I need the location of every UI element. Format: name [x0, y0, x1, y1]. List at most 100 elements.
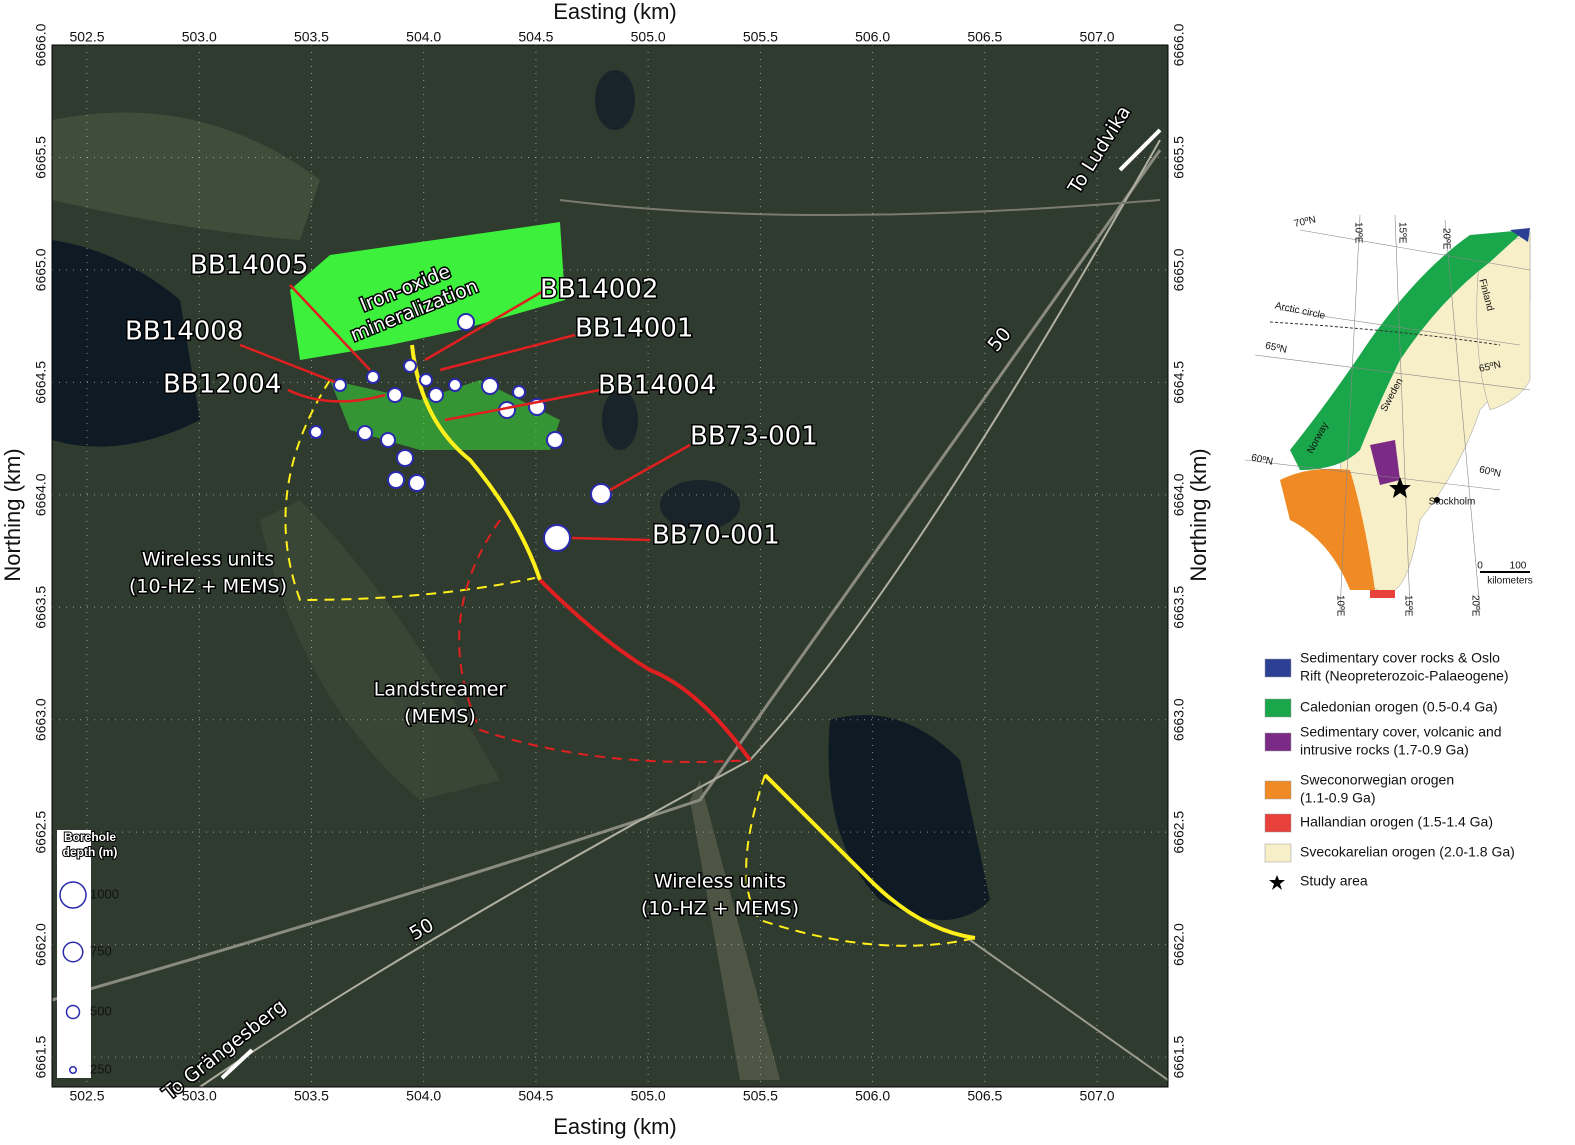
x-tick-label: 506.5	[967, 29, 1002, 45]
inset-label: 20ºE	[1469, 595, 1480, 617]
x-tick-label: 503.5	[294, 29, 329, 45]
depth-legend-label: 500	[90, 1003, 112, 1018]
y-tick-label: 6663.0	[1171, 698, 1187, 741]
y-tick-label: 6662.5	[33, 811, 49, 854]
y-tick-label: 6665.0	[1171, 248, 1187, 291]
y-tick-label: 6664.0	[33, 473, 49, 516]
y-tick-label: 6663.5	[33, 586, 49, 629]
survey-label: Landstreamer	[374, 679, 507, 701]
x-tick-label: 504.5	[518, 29, 553, 45]
legend-swatch	[1264, 698, 1292, 718]
x-tick-label: 505.0	[631, 1088, 666, 1104]
inset-label: 15ºE	[1396, 222, 1407, 244]
x-tick-label: 503.0	[182, 1088, 217, 1104]
mineralization-area	[290, 222, 565, 360]
satellite-image	[51, 45, 1169, 1088]
borehole-label: BB14008	[125, 317, 243, 347]
inset-label: 70ºN	[1293, 214, 1317, 229]
y-axis-title: Northing (km)	[1186, 448, 1211, 581]
inset-label: 10ºE	[1352, 222, 1363, 244]
legend-label: Rift (Neopreterozoic-Palaeogene)	[1300, 668, 1509, 684]
survey-label: (10-HZ + MEMS)	[641, 898, 799, 920]
x-tick-label: 506.0	[855, 1088, 890, 1104]
x-tick-label: 505.0	[631, 29, 666, 45]
depth-legend-title: Borehole	[64, 830, 116, 844]
inset-label: 60ºN	[1478, 464, 1502, 479]
x-tick-label: 506.5	[967, 1088, 1002, 1104]
inset-label: 15ºE	[1402, 595, 1413, 617]
inset-label: 20ºE	[1440, 228, 1451, 250]
borehole-label: BB14004	[598, 371, 716, 401]
borehole-label: BB14002	[540, 275, 658, 305]
y-tick-label: 6662.5	[1171, 811, 1187, 854]
x-tick-label: 507.0	[1080, 1088, 1115, 1104]
legend-label: Sweconorwegian orogen	[1300, 772, 1454, 788]
y-tick-label: 6662.0	[1171, 923, 1187, 966]
y-tick-label: 6663.0	[33, 698, 49, 741]
depth-legend-label: 250	[90, 1061, 112, 1076]
depth-legend-label: 1000	[90, 886, 119, 901]
depth-legend-circle	[69, 1066, 77, 1074]
x-tick-label: 505.5	[743, 1088, 778, 1104]
legend-star	[1269, 875, 1285, 890]
inset-label: 65ºN	[1478, 359, 1502, 374]
scale-label: 0	[1477, 561, 1483, 572]
legend-label: Hallandian orogen (1.5-1.4 Ga)	[1300, 814, 1493, 830]
survey-label: Wireless units	[654, 871, 786, 893]
y-tick-label: 6665.5	[1171, 136, 1187, 179]
depth-legend-circle	[65, 1004, 81, 1020]
depth-legend-circle	[59, 881, 87, 909]
legend-swatch	[1264, 780, 1292, 800]
legend-swatch	[1264, 732, 1292, 752]
inset-label: Arctic circle	[1274, 300, 1327, 321]
x-axis-title: Easting (km)	[553, 1114, 676, 1139]
x-tick-label: 504.0	[406, 1088, 441, 1104]
survey-label: (10-HZ + MEMS)	[129, 576, 287, 598]
y-tick-label: 6664.5	[1171, 361, 1187, 404]
map-frame	[51, 44, 1169, 1088]
legend-swatch	[1264, 813, 1292, 833]
x-tick-label: 502.5	[69, 1088, 104, 1104]
inset-label: Stockholm	[1429, 497, 1476, 508]
legend-label: Svecokarelian orogen (2.0-1.8 Ga)	[1300, 844, 1515, 860]
scale-label: kilometers	[1487, 576, 1533, 587]
depth-legend-circle	[62, 941, 84, 963]
legend-label: Sedimentary cover rocks & Oslo	[1300, 650, 1500, 666]
borehole-markers	[309, 313, 612, 552]
y-tick-label: 6663.5	[1171, 586, 1187, 629]
x-tick-label: 504.0	[406, 29, 441, 45]
borehole-label: BB70-001	[652, 521, 780, 551]
y-tick-label: 6662.0	[33, 923, 49, 966]
x-tick-label: 502.5	[69, 29, 104, 45]
y-tick-label: 6664.0	[1171, 473, 1187, 516]
x-tick-label: 503.0	[182, 29, 217, 45]
y-tick-label: 6666.0	[33, 23, 49, 66]
legend-swatch	[1264, 843, 1292, 863]
survey-label: Wireless units	[142, 549, 274, 571]
x-axis-title: Easting (km)	[553, 0, 676, 24]
y-tick-label: 6661.5	[33, 1035, 49, 1078]
y-tick-label: 6661.5	[1171, 1035, 1187, 1078]
survey-label: (MEMS)	[404, 706, 476, 728]
y-tick-label: 6666.0	[1171, 23, 1187, 66]
legend-label: intrusive rocks (1.7-0.9 Ga)	[1300, 742, 1469, 758]
x-tick-label: 504.5	[518, 1088, 553, 1104]
depth-legend-label: 750	[90, 943, 112, 958]
legend-label: (1.1-0.9 Ga)	[1300, 790, 1375, 806]
borehole-label: BB14005	[190, 251, 308, 281]
x-tick-label: 506.0	[855, 29, 890, 45]
inset-label: 65ºN	[1264, 340, 1288, 355]
legend-swatch	[1264, 658, 1292, 678]
inset-label: 10ºE	[1334, 595, 1345, 617]
depth-legend-title: depth (m)	[63, 845, 118, 859]
y-tick-label: 6665.0	[33, 248, 49, 291]
y-tick-label: 6665.5	[33, 136, 49, 179]
inset-map	[1244, 214, 1531, 611]
x-tick-label: 507.0	[1080, 29, 1115, 45]
scale-label: 100	[1510, 561, 1527, 572]
borehole-label: BB12004	[163, 370, 281, 400]
arrows	[220, 128, 1162, 1080]
legend-label: Sedimentary cover, volcanic and	[1300, 724, 1502, 740]
y-axis-title: Northing (km)	[0, 448, 25, 581]
